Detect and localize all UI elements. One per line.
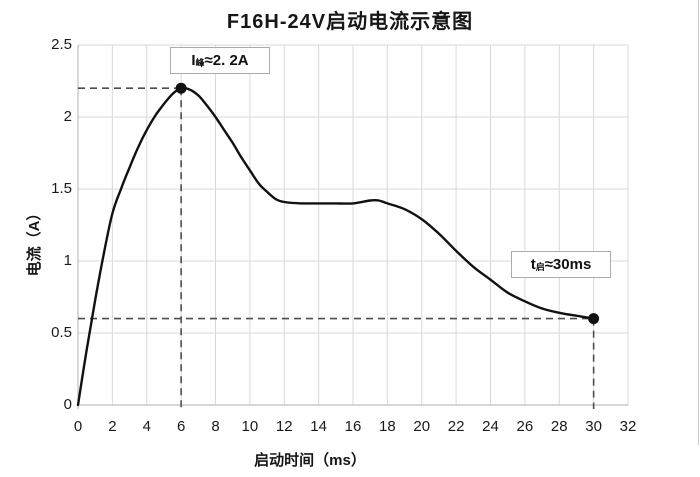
y-tick-label: 1.5 xyxy=(51,180,72,197)
time-annotation-subscript: 启 xyxy=(535,262,545,272)
peak-annotation-prefix: I xyxy=(191,52,196,69)
panel-right-border xyxy=(698,0,699,445)
x-tick-label: 24 xyxy=(482,418,499,435)
time-annotation-prefix: t xyxy=(530,256,536,273)
y-tick-label: 1 xyxy=(63,252,72,269)
x-tick-label: 10 xyxy=(241,418,259,435)
startup-time-annotation: t 启 ≈30ms xyxy=(511,251,611,278)
x-tick-label: 16 xyxy=(344,418,362,435)
x-tick-label: 12 xyxy=(275,418,293,435)
x-axis-title: 启动时间（ms） xyxy=(254,452,366,469)
y-tick-label: 0.5 xyxy=(51,324,72,341)
x-tick-label: 20 xyxy=(413,418,431,435)
x-tick-label: 4 xyxy=(142,418,151,435)
x-tick-label: 32 xyxy=(619,418,637,435)
x-tick-label: 8 xyxy=(211,418,220,435)
x-tick-label: 28 xyxy=(550,418,568,435)
x-tick-label: 2 xyxy=(108,418,117,435)
peak-annotation-value: ≈2. 2A xyxy=(204,52,249,69)
x-tick-label: 18 xyxy=(379,418,396,435)
x-tick-label: 6 xyxy=(176,418,186,435)
y-tick-label: 2.5 xyxy=(51,36,72,53)
time-annotation-value: ≈30ms xyxy=(544,256,592,273)
chart-title: F16H-24V启动电流示意图 xyxy=(226,11,474,33)
y-axis-title: 电流（A） xyxy=(26,205,43,277)
startup-current-curve xyxy=(76,86,595,407)
peak-current-annotation: I 峰 ≈2. 2A xyxy=(170,47,270,74)
y-tick-label: 2 xyxy=(63,108,72,125)
x-tick-label: 0 xyxy=(73,418,83,435)
y-tick-label: 0 xyxy=(63,396,72,413)
data-point-marker xyxy=(175,82,187,94)
x-tick-label: 22 xyxy=(447,418,465,435)
data-point-marker xyxy=(588,313,600,325)
x-tick-label: 26 xyxy=(516,418,534,435)
peak-annotation-subscript: 峰 xyxy=(195,58,205,68)
x-tick-label: 30 xyxy=(585,418,602,435)
x-tick-label: 14 xyxy=(310,418,327,435)
